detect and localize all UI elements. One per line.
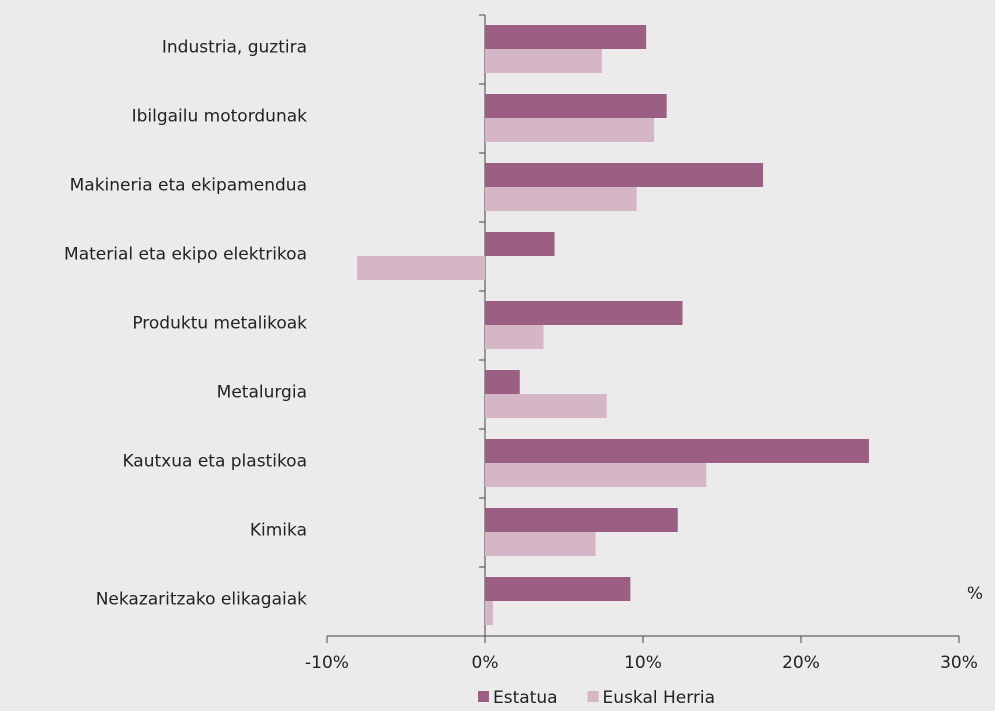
x-tick-label: 30% [940,653,978,673]
category-label: Kautxua eta plastikoa [122,452,307,472]
bar [485,439,869,463]
bar [357,256,485,280]
category-label: Nekazaritzako elikagaiak [96,590,307,610]
legend-label: Estatua [493,688,558,708]
category-label: Produktu metalikoak [132,314,307,334]
category-label: Kimika [250,521,307,541]
bar [485,163,764,187]
category-label: Metalurgia [217,383,307,403]
bar [485,394,607,418]
bar [485,325,544,349]
bar [485,232,555,256]
bar [485,577,631,601]
x-tick-label: 10% [624,653,662,673]
bar [485,463,707,487]
x-tick-label: -10% [305,653,349,673]
legend-swatch [478,691,489,702]
bar [485,25,647,49]
bar [485,532,596,556]
bar [485,601,493,625]
x-tick-label: 20% [782,653,820,673]
category-label: Makineria eta ekipamendua [70,176,307,196]
x-tick-label: 0% [472,653,499,673]
category-label: Material eta ekipo elektrikoa [64,245,307,265]
bar [485,508,678,532]
legend-label: Euskal Herria [603,688,716,708]
bar [485,94,667,118]
unit-label: % [967,584,983,604]
bar [485,118,655,142]
category-label: Industria, guztira [162,38,307,58]
bar [485,49,602,73]
legend-swatch [587,691,599,702]
bar [485,370,520,394]
category-label: Ibilgailu motordunak [132,107,308,127]
bar [485,187,637,211]
bar [485,301,683,325]
